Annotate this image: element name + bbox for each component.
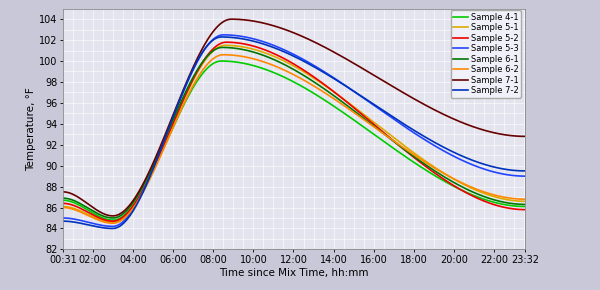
Sample 4-1 — [521, 205, 529, 208]
Sample 6-2 — [109, 222, 116, 225]
Sample 6-2 — [59, 206, 67, 209]
Sample 7-2 — [83, 223, 90, 226]
Sample 5-3 — [59, 216, 67, 220]
Sample 4-1 — [508, 204, 515, 207]
Sample 6-1 — [218, 46, 226, 49]
Sample 5-1 — [59, 205, 67, 208]
Y-axis label: Temperature, °F: Temperature, °F — [26, 87, 36, 171]
Sample 6-1 — [508, 202, 515, 205]
Sample 4-1 — [424, 169, 431, 173]
Line: Sample 5-3: Sample 5-3 — [63, 35, 525, 226]
Sample 7-1 — [508, 134, 515, 137]
Sample 6-2 — [521, 197, 529, 201]
Sample 5-1 — [83, 212, 90, 215]
Line: Sample 6-2: Sample 6-2 — [63, 55, 525, 223]
Line: Sample 5-1: Sample 5-1 — [63, 45, 525, 222]
Sample 5-1 — [424, 161, 431, 164]
Sample 5-3 — [521, 174, 529, 178]
Sample 4-1 — [218, 59, 225, 63]
Sample 4-1 — [83, 208, 90, 211]
Sample 7-2 — [284, 52, 292, 55]
Sample 7-1 — [227, 17, 235, 21]
Sample 5-3 — [272, 44, 280, 48]
Sample 5-2 — [272, 53, 280, 56]
Sample 5-2 — [284, 59, 292, 62]
Sample 6-1 — [272, 59, 280, 62]
Legend: Sample 4-1, Sample 5-1, Sample 5-2, Sample 5-3, Sample 6-1, Sample 6-2, Sample 7: Sample 4-1, Sample 5-1, Sample 5-2, Samp… — [451, 10, 521, 98]
Sample 6-1 — [508, 202, 515, 205]
Sample 7-1 — [508, 134, 515, 137]
Sample 5-2 — [508, 207, 515, 211]
Sample 6-2 — [220, 53, 227, 57]
Sample 6-1 — [521, 203, 529, 206]
Sample 7-2 — [508, 168, 515, 172]
Sample 6-1 — [284, 65, 292, 68]
Sample 6-1 — [424, 164, 431, 168]
Sample 5-3 — [424, 139, 431, 143]
Sample 5-3 — [220, 33, 227, 37]
Sample 7-1 — [83, 201, 90, 205]
Sample 4-1 — [59, 198, 67, 202]
Line: Sample 7-1: Sample 7-1 — [63, 19, 525, 216]
Sample 4-1 — [109, 218, 116, 222]
Sample 4-1 — [508, 204, 515, 207]
Sample 7-1 — [284, 29, 292, 32]
Line: Sample 5-2: Sample 5-2 — [63, 42, 525, 221]
Sample 5-3 — [508, 174, 515, 177]
Sample 7-1 — [59, 190, 67, 194]
Sample 5-2 — [59, 202, 67, 205]
X-axis label: Time since Mix Time, hh:mm: Time since Mix Time, hh:mm — [219, 268, 369, 278]
Sample 6-1 — [83, 206, 90, 209]
Sample 6-1 — [109, 216, 116, 220]
Sample 7-1 — [521, 135, 529, 138]
Sample 6-2 — [272, 65, 280, 68]
Sample 7-2 — [59, 220, 67, 223]
Sample 6-2 — [284, 70, 292, 74]
Sample 5-1 — [508, 199, 515, 202]
Sample 7-2 — [218, 35, 225, 39]
Line: Sample 6-1: Sample 6-1 — [63, 48, 525, 218]
Sample 6-2 — [508, 197, 515, 200]
Sample 7-1 — [272, 25, 280, 28]
Sample 5-2 — [223, 40, 230, 44]
Sample 5-3 — [284, 50, 292, 53]
Sample 5-1 — [221, 44, 229, 47]
Sample 7-1 — [424, 104, 431, 108]
Sample 5-2 — [83, 210, 90, 213]
Sample 6-2 — [83, 213, 90, 217]
Sample 6-1 — [59, 196, 67, 200]
Sample 5-3 — [109, 225, 116, 228]
Sample 6-2 — [508, 197, 515, 200]
Sample 5-1 — [284, 61, 292, 65]
Sample 7-2 — [109, 227, 116, 230]
Sample 7-2 — [424, 137, 431, 140]
Sample 5-2 — [424, 166, 431, 169]
Sample 4-1 — [284, 77, 292, 81]
Sample 5-2 — [109, 220, 116, 223]
Sample 4-1 — [272, 72, 280, 75]
Sample 7-2 — [521, 169, 529, 173]
Sample 5-3 — [508, 174, 515, 177]
Sample 5-2 — [521, 208, 529, 211]
Sample 7-2 — [272, 47, 280, 50]
Sample 5-1 — [508, 199, 515, 202]
Line: Sample 7-2: Sample 7-2 — [63, 37, 525, 229]
Sample 5-2 — [508, 207, 515, 211]
Sample 7-2 — [508, 168, 515, 172]
Sample 6-2 — [424, 162, 431, 165]
Sample 5-1 — [521, 200, 529, 203]
Sample 7-1 — [109, 214, 116, 218]
Sample 5-1 — [272, 55, 280, 59]
Line: Sample 4-1: Sample 4-1 — [63, 61, 525, 220]
Sample 5-1 — [109, 220, 116, 224]
Sample 5-3 — [83, 220, 90, 224]
